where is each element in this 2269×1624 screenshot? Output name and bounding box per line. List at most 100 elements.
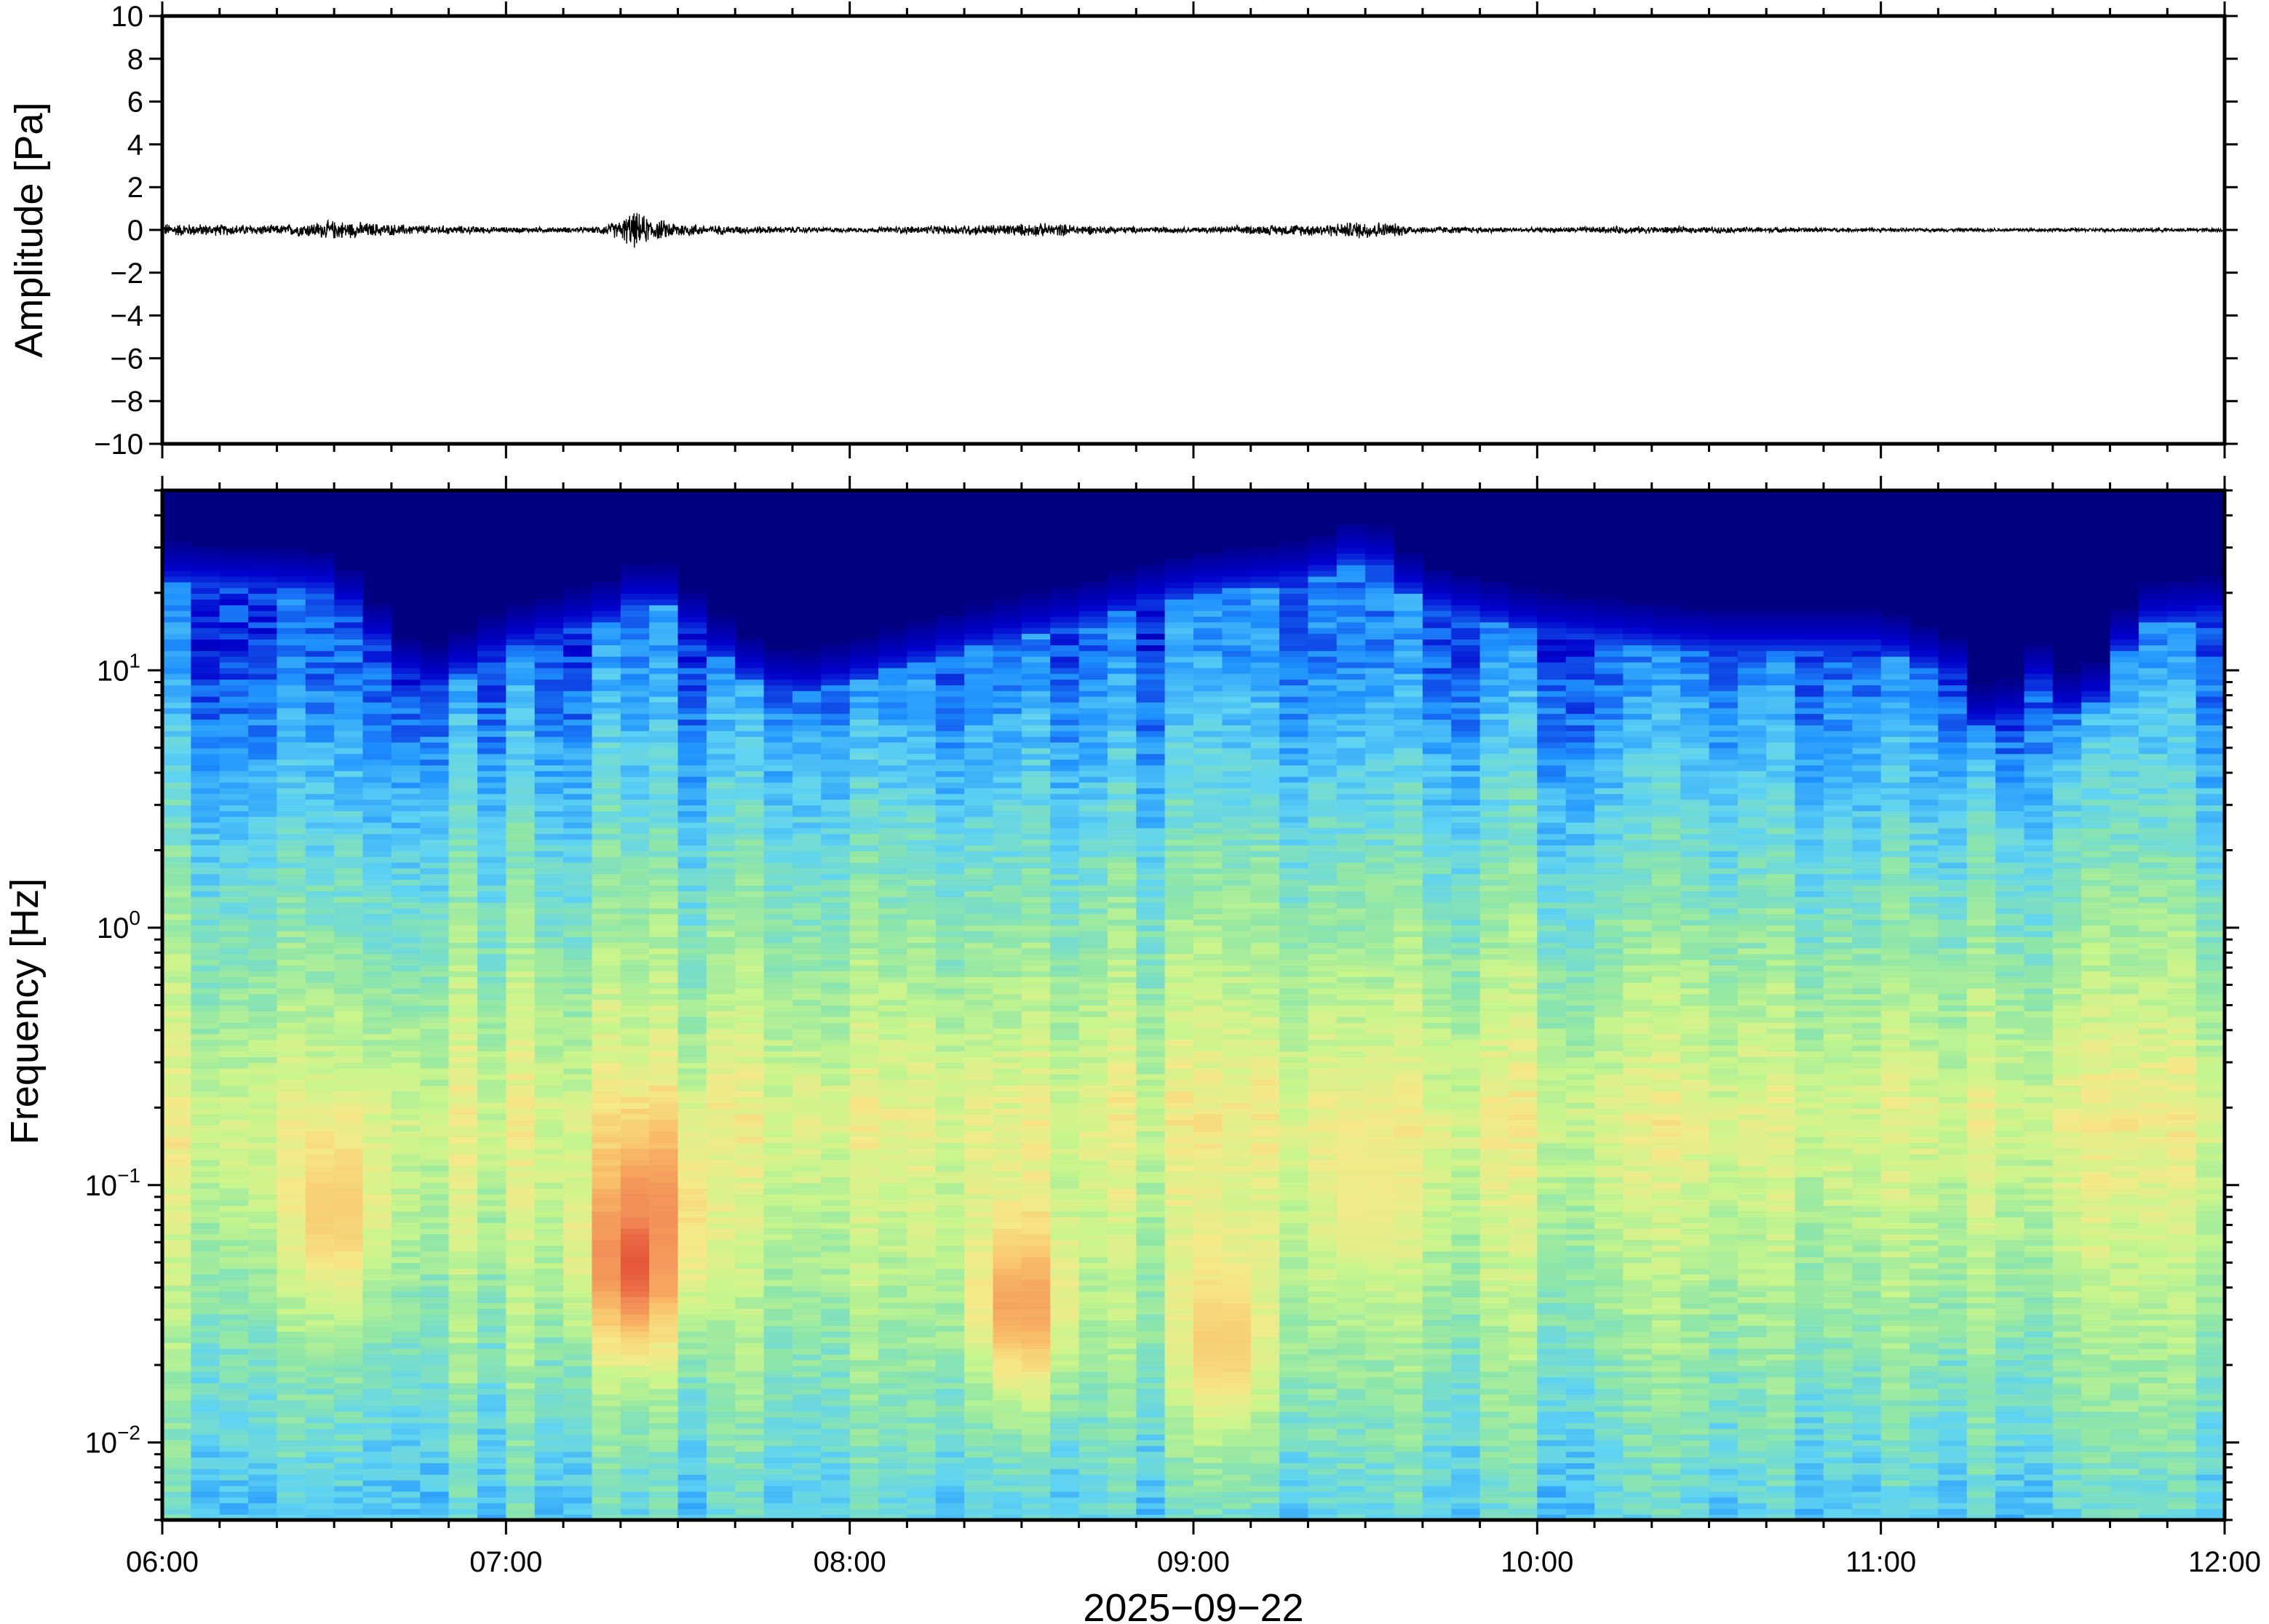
spectrogram-cell (649, 701, 679, 709)
spectrogram-cell (506, 1457, 536, 1463)
spectrogram-cell (191, 816, 220, 823)
spectrogram-cell (763, 1382, 793, 1389)
spectrogram-cell (649, 931, 679, 937)
spectrogram-cell (420, 1137, 450, 1143)
spectrogram-cell (362, 1239, 392, 1246)
spectrogram-cell (964, 690, 994, 697)
spectrogram-cell (362, 1062, 392, 1069)
spectrogram-cell (506, 1268, 536, 1275)
spectrogram-cell (534, 885, 564, 891)
spectrogram-cell (620, 1222, 650, 1229)
spectrogram-cell (592, 1354, 621, 1361)
spectrogram-cell (763, 919, 793, 926)
spectrogram-cell (534, 1331, 564, 1338)
spectrogram-cell (993, 627, 1022, 634)
spectrogram-cell (620, 1291, 650, 1298)
spectrogram-cell (448, 1079, 478, 1086)
spectrogram-cell (935, 731, 965, 737)
spectrogram-cell (763, 685, 793, 691)
spectrogram-cell (248, 805, 278, 811)
spectrogram-cell (305, 1079, 335, 1086)
spectrogram-cell (677, 1205, 707, 1212)
spectrogram-cell (219, 1417, 249, 1423)
spectrogram-cell (935, 999, 965, 1006)
spectrogram-cell (334, 1033, 364, 1040)
spectrogram-cell (448, 1319, 478, 1326)
spectrogram-cell (477, 1171, 506, 1177)
spectrogram-cell (219, 616, 249, 623)
spectrogram-cell (334, 696, 364, 703)
spectrogram-cell (935, 696, 965, 703)
spectrogram-cell (448, 1325, 478, 1332)
spectrogram-cell (993, 1108, 1022, 1115)
spectrogram-cell (792, 661, 822, 669)
spectrogram-cell (534, 1125, 564, 1132)
spectrogram-cell (506, 731, 536, 737)
spectrogram-cell (649, 907, 679, 915)
spectrogram-cell (964, 1153, 994, 1161)
spectrogram-cell (477, 736, 506, 743)
spectrogram-cell (248, 1377, 278, 1383)
spectrogram-cell (993, 885, 1022, 891)
spectrogram-cell (964, 650, 994, 657)
spectrogram-cell (964, 1188, 994, 1195)
spectrogram-cell (477, 1365, 506, 1372)
spectrogram-cell (677, 862, 707, 869)
spectrogram-cell (277, 1177, 306, 1183)
spectrogram-cell (821, 759, 851, 765)
spectrogram-cell (448, 725, 478, 731)
spectrogram-cell (849, 867, 879, 875)
spectrogram-cell (219, 1319, 249, 1326)
spectrogram-cell (792, 690, 822, 697)
spectrogram-cell (964, 1091, 994, 1097)
spectrogram-cell (935, 1251, 965, 1257)
spectrogram-cell (849, 1102, 879, 1109)
spectrogram-cell (219, 719, 249, 725)
spectrogram-cell (305, 1125, 335, 1132)
spectrogram-cell (735, 1428, 765, 1435)
spectrogram-cell (763, 942, 793, 949)
spectrogram-cell (362, 1325, 392, 1332)
spectrogram-cell (763, 1451, 793, 1458)
spectrogram-cell (391, 919, 421, 926)
spectrogram-cell (334, 1457, 364, 1463)
spectrogram-cell (277, 605, 306, 611)
spectrogram-cell (563, 736, 593, 743)
spectrogram-cell (362, 1033, 392, 1040)
spectrogram-cell (706, 1096, 736, 1103)
spectrogram-cell (592, 1153, 621, 1161)
spectrogram-cell (649, 1113, 679, 1121)
spectrogram-cell (362, 931, 392, 937)
spectrogram-cell (362, 656, 392, 663)
spectrogram-cell (420, 701, 450, 709)
spectrogram-cell (993, 1485, 1022, 1492)
spectrogram-cell (849, 1342, 879, 1349)
spectrogram-cell (191, 621, 220, 629)
spectrogram-cell (420, 1485, 450, 1492)
spectrogram-cell (248, 1462, 278, 1469)
spectrogram-cell (907, 1096, 937, 1103)
spectrogram-cell (878, 1159, 907, 1166)
spectrogram-cell (248, 1268, 278, 1275)
spectrogram-cell (420, 1291, 450, 1298)
spectrogram-cell (334, 731, 364, 737)
spectrogram-cell (878, 679, 907, 685)
spectrogram-cell (362, 1102, 392, 1109)
spectrogram-cell (448, 1102, 478, 1109)
spectrogram-cell (219, 839, 249, 845)
spectrogram-cell (935, 1079, 965, 1086)
spectrogram-cell (448, 645, 478, 651)
spectrogram-cell (620, 616, 650, 623)
spectrogram-cell (563, 1359, 593, 1366)
spectrogram-cell (477, 1068, 506, 1075)
spectrogram-cell (305, 965, 335, 971)
spectrogram-cell (563, 1480, 593, 1486)
spectrogram-cell (849, 1371, 879, 1378)
spectrogram-cell (735, 1291, 765, 1298)
spectrogram-cell (191, 1085, 220, 1092)
spectrogram-cell (993, 987, 1022, 995)
spectrogram-cell (219, 1039, 249, 1046)
spectrogram-cell (792, 1457, 822, 1463)
spectrogram-cell (792, 816, 822, 823)
spectrogram-cell (305, 1331, 335, 1338)
